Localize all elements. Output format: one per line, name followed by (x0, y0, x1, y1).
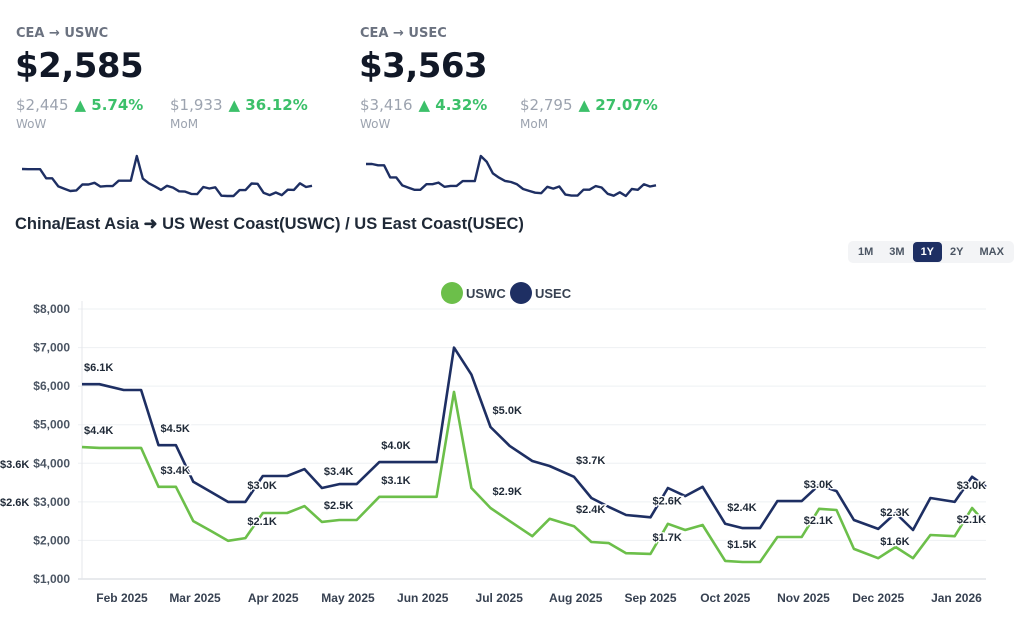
x-tick-label: Jun 2025 (397, 591, 449, 605)
mom-stat: $2,795 ▲ 27.07% MoM (520, 96, 658, 131)
time-range-selector: 1M 3M 1Y 2Y MAX (848, 241, 1014, 263)
price-card-uswc: CEA → USWC $2,585 $2,445 ▲ 5.74% WoW $1,9… (4, 8, 324, 204)
data-label: $3.4K (324, 466, 353, 478)
data-label: $2.6K (652, 495, 681, 507)
line-chart: USWC USEC $1,000 $2,000 $3,000 $4,000 $5,000… (0, 282, 987, 605)
series-line-usec (82, 346, 987, 532)
y-tick-label: $7,000 (33, 341, 70, 355)
data-label: $2.4K (727, 502, 756, 514)
wow-label: WoW (360, 117, 391, 131)
data-label: $3.0K (804, 479, 833, 491)
data-label: $2.4K (576, 504, 605, 516)
x-tick-label: Dec 2025 (852, 591, 904, 605)
y-tick-label: $6,000 (33, 379, 70, 393)
range-3m-button[interactable]: 3M (889, 246, 905, 258)
legend-uswc-swatch (441, 282, 463, 304)
data-label: $6.1K (84, 362, 113, 374)
mom-change: ▲ 36.12% (228, 96, 308, 114)
x-tick-label: Apr 2025 (248, 591, 299, 605)
price-card-usec: CEA → USEC $3,563 $3,416 ▲ 4.32% WoW $2,7… (348, 8, 668, 204)
mom-prev-price: $2,795 (520, 96, 573, 114)
legend-uswc-label[interactable]: USWC (466, 286, 506, 301)
data-label: $2.3K (880, 507, 909, 519)
wow-stat: $2,445 ▲ 5.74% WoW (16, 96, 143, 131)
wow-prev-price: $3,416 (360, 96, 413, 114)
data-label: $2.1K (247, 516, 276, 528)
range-1m-button[interactable]: 1M (858, 246, 874, 258)
wow-stat: $3,416 ▲ 4.32% WoW (360, 96, 487, 131)
data-label: $3.7K (576, 455, 605, 467)
data-label: $2.6K (0, 497, 29, 509)
chart-container: USWC USEC $1,000 $2,000 $3,000 $4,000 $5,000… (0, 270, 1014, 619)
data-label: $3.1K (381, 475, 410, 487)
y-tick-label: $8,000 (33, 302, 70, 316)
range-1y-button[interactable]: 1Y (912, 242, 943, 262)
range-max-button[interactable]: MAX (979, 246, 1004, 258)
current-price: $2,585 (15, 46, 144, 86)
x-tick-label: Oct 2025 (700, 591, 750, 605)
y-tick-label: $4,000 (33, 456, 70, 470)
mom-label: MoM (520, 117, 549, 131)
mom-label: MoM (170, 117, 199, 131)
sparkline-usec (366, 154, 657, 198)
legend: USWC USEC (441, 282, 572, 304)
mom-change: ▲ 27.07% (578, 96, 658, 114)
data-label: $1.5K (727, 539, 756, 551)
chart-title: China/East Asia ➜ US West Coast(USWC) / … (15, 215, 524, 233)
mom-stat: $1,933 ▲ 36.12% MoM (170, 96, 308, 131)
range-2y-button[interactable]: 2Y (950, 246, 964, 258)
wow-change: ▲ 5.74% (74, 96, 144, 114)
legend-usec-swatch (510, 282, 532, 304)
legend-usec-label[interactable]: USEC (535, 286, 572, 301)
wow-label: WoW (16, 117, 47, 131)
data-label: $2.9K (493, 486, 522, 498)
x-tick-label: May 2025 (321, 591, 375, 605)
route-label: CEA → USEC (360, 26, 447, 41)
wow-prev-price: $2,445 (16, 96, 69, 114)
x-tick-label: Sep 2025 (624, 591, 676, 605)
data-label: $2.1K (957, 514, 986, 526)
y-tick-label: $3,000 (33, 495, 70, 509)
data-label: $3.0K (957, 480, 986, 492)
data-label: $3.4K (160, 465, 189, 477)
data-label: $4.4K (84, 425, 113, 437)
x-tick-label: Mar 2025 (169, 591, 221, 605)
data-label: $3.6K (0, 459, 29, 471)
mom-prev-price: $1,933 (170, 96, 223, 114)
sparkline-path (21, 154, 313, 198)
y-tick-label: $2,000 (33, 533, 70, 547)
sparkline-uswc (21, 154, 313, 198)
x-tick-label: Nov 2025 (777, 591, 830, 605)
data-label: $1.7K (652, 532, 681, 544)
data-label: $4.0K (381, 440, 410, 452)
sparkline-path (366, 154, 657, 198)
wow-change: ▲ 4.32% (418, 96, 488, 114)
data-label: $4.5K (160, 423, 189, 435)
data-label: $3.0K (247, 480, 276, 492)
x-tick-label: Jan 2026 (931, 591, 982, 605)
data-label: $2.5K (324, 500, 353, 512)
data-label: $1.6K (880, 536, 909, 548)
x-tick-label: Feb 2025 (96, 591, 148, 605)
series-line-uswc (81, 390, 987, 564)
current-price: $3,563 (359, 46, 488, 86)
y-tick-label: $1,000 (33, 572, 70, 586)
data-label: $2.1K (804, 515, 833, 527)
y-tick-label: $5,000 (33, 418, 70, 432)
route-label: CEA → USWC (16, 26, 109, 41)
data-label: $5.0K (493, 405, 522, 417)
x-tick-label: Jul 2025 (476, 591, 524, 605)
x-tick-label: Aug 2025 (549, 591, 603, 605)
